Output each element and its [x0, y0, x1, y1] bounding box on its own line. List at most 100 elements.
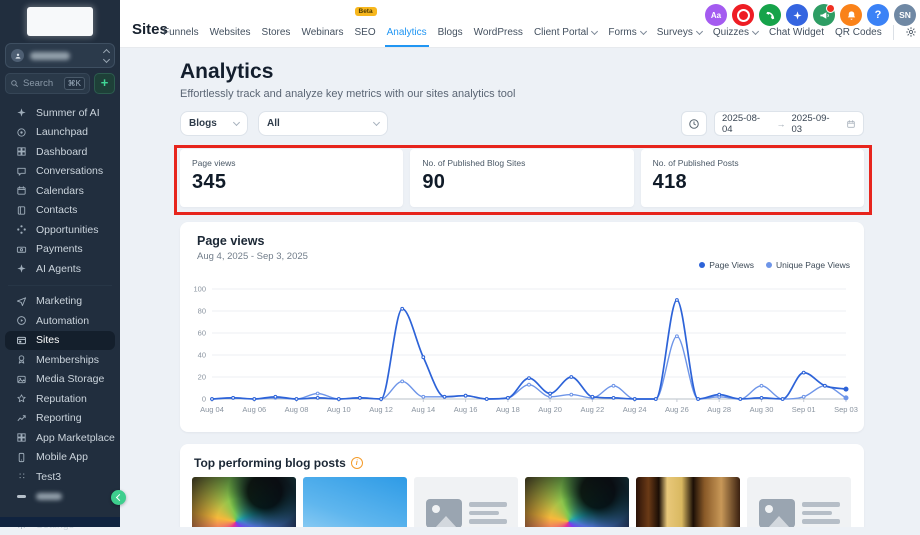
tab-surveys[interactable]: Surveys: [657, 17, 703, 47]
stats-row: Page views 345 No. of Published Blog Sit…: [180, 149, 864, 207]
launchpad-icon: [15, 126, 28, 139]
search-input[interactable]: Search ⌘K: [5, 73, 90, 94]
sidebar-nav-primary: Summer of AI Launchpad Dashboard Convers…: [0, 103, 120, 279]
blog-post-thumbnail[interactable]: [747, 477, 851, 527]
sidebar-item-conversations[interactable]: Conversations: [0, 162, 120, 182]
tab-websites[interactable]: Websites: [209, 26, 251, 38]
sidebar-item-contacts[interactable]: Contacts: [0, 201, 120, 221]
page-views-chart: 0 20 40 60 80 100 Aug 04 Aug 06 Aug 08 Aug 10 Aug …: [193, 285, 857, 415]
megaphone-icon[interactable]: [813, 4, 835, 26]
phone-icon[interactable]: [759, 4, 781, 26]
bell-icon[interactable]: [840, 4, 862, 26]
top-posts-title: Top performing blog posts: [194, 456, 363, 470]
tab-webinars[interactable]: Webinars: [301, 26, 344, 38]
chevron-down-icon: [591, 27, 599, 35]
top-posts-thumbnails: [192, 477, 851, 527]
blog-post-thumbnail[interactable]: [303, 477, 407, 527]
tab-wordpress[interactable]: WordPress: [473, 26, 523, 38]
help-icon[interactable]: ?: [867, 4, 889, 26]
sidebar-item-summer-of-ai[interactable]: Summer of AI: [0, 103, 120, 123]
sidebar-item-app-marketplace[interactable]: App Marketplace: [0, 428, 120, 448]
ai-sparkles-icon[interactable]: [786, 4, 808, 26]
chat-bubble-icon: [15, 165, 28, 178]
image-placeholder-icon: [758, 498, 795, 527]
sidebar-item-dashboard[interactable]: Dashboard: [0, 142, 120, 162]
timezone-clock-button[interactable]: [681, 111, 707, 136]
sidebar-item-automation[interactable]: Automation: [0, 311, 120, 331]
svg-text:Aug 08: Aug 08: [285, 405, 309, 414]
search-shortcut-badge: ⌘K: [63, 77, 85, 90]
tab-stores[interactable]: Stores: [261, 26, 291, 38]
sidebar-item-reputation[interactable]: Reputation: [0, 389, 120, 409]
blog-post-thumbnail[interactable]: [636, 477, 740, 527]
image-icon: [15, 373, 28, 386]
date-range-picker[interactable]: 2025-08-04 → 2025-09-03: [714, 111, 864, 136]
redacted-label: [36, 492, 62, 500]
svg-text:Sep 01: Sep 01: [792, 405, 816, 414]
sidebar-item-redacted[interactable]: [0, 487, 120, 507]
tab-quizzes[interactable]: Quizzes: [713, 17, 760, 47]
sidebar-bottom-bar: [0, 517, 120, 527]
date-start: 2025-08-04: [722, 112, 761, 135]
nodes-icon: [15, 223, 28, 236]
quick-add-button[interactable]: [94, 73, 115, 94]
main-content: Analytics Effortlessly track and analyze…: [120, 47, 920, 527]
stat-card-page-views: Page views 345: [180, 149, 404, 207]
mobile-phone-icon: [15, 451, 28, 464]
sidebar-item-memberships[interactable]: Memberships: [0, 350, 120, 370]
sidebar-item-sites[interactable]: Sites: [5, 330, 115, 350]
svg-text:Aug 12: Aug 12: [369, 405, 393, 414]
collection-type-select[interactable]: Blogs: [180, 111, 248, 136]
svg-text:Aug 06: Aug 06: [242, 405, 266, 414]
legend-page-views[interactable]: Page Views: [699, 260, 754, 270]
translate-icon[interactable]: Aa: [705, 4, 727, 26]
sidebar-item-marketing[interactable]: Marketing: [0, 292, 120, 312]
svg-text:Aug 10: Aug 10: [327, 405, 351, 414]
tab-forms[interactable]: Forms: [608, 17, 647, 47]
blog-post-thumbnail[interactable]: [192, 477, 296, 527]
avatar[interactable]: SN: [894, 4, 916, 26]
tab-qr-codes[interactable]: QR Codes: [835, 26, 882, 38]
award-icon: [15, 353, 28, 366]
account-switcher[interactable]: [5, 43, 115, 68]
blog-post-thumbnail[interactable]: [414, 477, 518, 527]
svg-text:Aug 18: Aug 18: [496, 405, 520, 414]
chevron-down-icon: [751, 27, 760, 35]
sidebar-item-ai-agents[interactable]: AI Agents: [0, 259, 120, 279]
sidebar-item-opportunities[interactable]: Opportunities: [0, 220, 120, 240]
svg-text:40: 40: [198, 351, 206, 360]
legend-unique-page-views[interactable]: Unique Page Views: [765, 260, 850, 270]
sidebar-item-media-storage[interactable]: Media Storage: [0, 370, 120, 390]
tab-seo[interactable]: Beta SEO: [354, 7, 377, 38]
dash-icon: [15, 490, 28, 503]
sidebar-item-calendars[interactable]: Calendars: [0, 181, 120, 201]
svg-text:Aug 26: Aug 26: [665, 405, 689, 414]
tab-client-portal[interactable]: Client Portal: [534, 17, 599, 47]
sites-tab-bar: Funnels Websites Stores Webinars Beta SEO…: [163, 7, 917, 47]
sidebar-item-reporting[interactable]: Reporting: [0, 409, 120, 429]
page-views-chart-card: Page views Aug 4, 2025 - Sep 3, 2025 Pag…: [180, 222, 864, 432]
restricted-icon[interactable]: [732, 4, 754, 26]
svg-text:Aug 22: Aug 22: [581, 405, 605, 414]
sites-settings-gear-icon[interactable]: [905, 26, 917, 38]
info-icon[interactable]: [350, 457, 363, 469]
header-icon-row: Aa ? SN: [705, 4, 916, 26]
tab-analytics[interactable]: Analytics: [384, 17, 429, 47]
tab-blogs[interactable]: Blogs: [437, 26, 463, 38]
sidebar-item-launchpad[interactable]: Launchpad: [0, 123, 120, 143]
sidebar-divider: [8, 284, 112, 286]
tab-chat-widget[interactable]: Chat Widget: [769, 26, 825, 38]
sidebar-item-payments[interactable]: Payments: [0, 240, 120, 260]
scope-select[interactable]: All: [258, 111, 388, 136]
sidebar-collapse-button[interactable]: [111, 490, 126, 505]
svg-text:80: 80: [198, 307, 206, 316]
svg-text:Aug 14: Aug 14: [411, 405, 435, 414]
sidebar-item-test3[interactable]: ∷ Test3: [0, 467, 120, 487]
account-avatar-icon: [11, 49, 24, 62]
blog-post-thumbnail[interactable]: [525, 477, 629, 527]
tab-funnels[interactable]: Funnels: [163, 26, 199, 38]
stat-card-published-posts: No. of Published Posts 418: [640, 149, 864, 207]
banknote-icon: [15, 243, 28, 256]
sidebar-item-mobile-app[interactable]: Mobile App: [0, 448, 120, 468]
ai-sparkle-icon: [15, 262, 28, 275]
